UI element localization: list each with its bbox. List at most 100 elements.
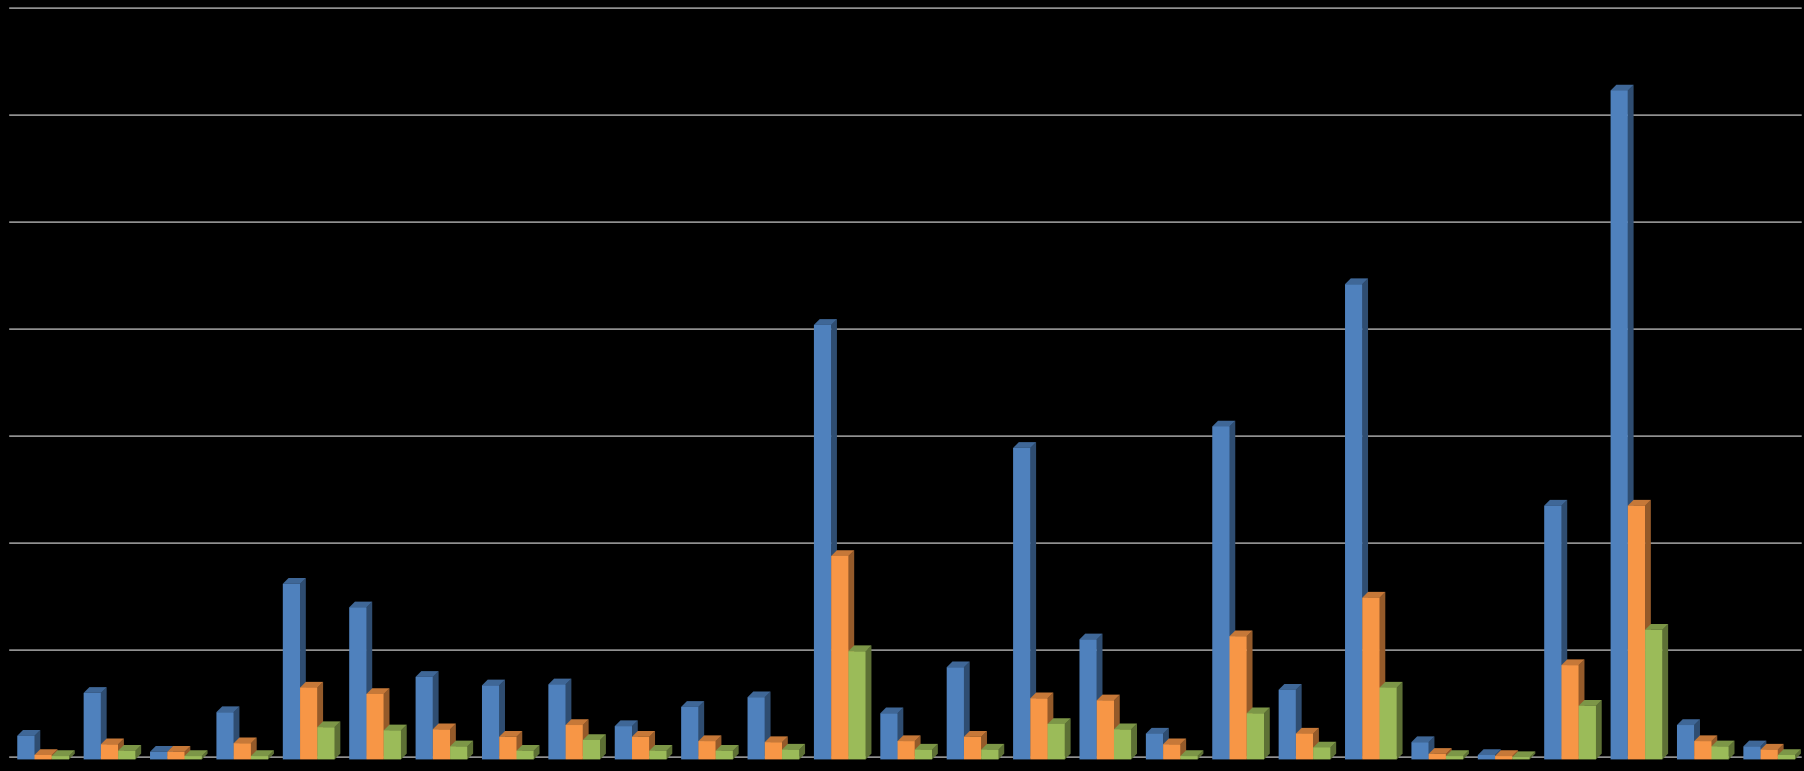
bar [649, 750, 667, 760]
bar-top [1743, 740, 1767, 747]
bar-top [1445, 750, 1469, 757]
bar [1578, 705, 1596, 760]
bar-top [813, 319, 837, 325]
bar-top [582, 734, 606, 740]
bar [698, 741, 716, 760]
bar-top [481, 679, 505, 686]
bar [1030, 698, 1048, 760]
bar-side [1396, 681, 1403, 760]
bar-top [1313, 741, 1337, 748]
bar [747, 697, 765, 760]
bar [1477, 754, 1496, 760]
bar-side [799, 743, 806, 760]
bar [914, 749, 933, 760]
bar [813, 324, 832, 760]
bar-side [1529, 751, 1536, 760]
bar [282, 583, 301, 760]
bar [366, 693, 384, 760]
bar-top [1246, 707, 1270, 714]
bar-top [1561, 659, 1585, 666]
bar-top [764, 736, 788, 743]
bar [1345, 284, 1363, 760]
bar-top [1379, 681, 1403, 688]
bar-side [1264, 707, 1270, 760]
bar-top [946, 661, 970, 668]
bar-top [1079, 633, 1103, 640]
bar [681, 706, 699, 760]
bar-top [1694, 735, 1718, 742]
bar [34, 754, 52, 760]
bar-top [1760, 743, 1784, 750]
bar [1760, 749, 1778, 760]
bar-top [317, 721, 341, 728]
bar [516, 750, 534, 760]
bar-top [1610, 84, 1634, 91]
bar [981, 749, 999, 760]
bar [1229, 636, 1247, 760]
bar-side [1197, 750, 1204, 760]
bar [1610, 90, 1628, 760]
bar-top [450, 740, 474, 747]
bar [1676, 725, 1695, 760]
bar [1428, 753, 1446, 760]
bar [17, 735, 35, 760]
bar-top [100, 738, 124, 745]
bar [432, 729, 451, 760]
bar-side [1330, 741, 1337, 760]
bar [946, 667, 964, 760]
bar-top [565, 719, 589, 726]
bar [1013, 447, 1031, 760]
bar [1163, 744, 1181, 760]
bar-top [1645, 624, 1669, 630]
bar-top [1495, 750, 1519, 757]
bar-top [300, 681, 324, 688]
bar [1711, 746, 1729, 760]
bar [250, 756, 269, 760]
bar [614, 726, 633, 760]
bar-top [681, 701, 705, 707]
bar-side [1131, 723, 1138, 760]
bar-top [649, 744, 673, 751]
bar-top [1180, 750, 1204, 757]
bar [1313, 747, 1331, 760]
bar-side [998, 743, 1005, 760]
bar [118, 750, 136, 760]
bar [450, 746, 468, 760]
bar [383, 730, 401, 760]
bar-top [1163, 738, 1187, 745]
bar [100, 744, 119, 760]
bar [715, 750, 733, 760]
bar [1180, 756, 1198, 760]
bar [1743, 746, 1761, 760]
bar-top [150, 746, 174, 752]
bar [831, 555, 849, 760]
bar [548, 684, 566, 760]
bar-top [51, 750, 75, 757]
bar-side [135, 744, 142, 760]
bar-top [831, 550, 855, 556]
bar-top [167, 746, 191, 752]
bar-top [848, 645, 872, 652]
bar [167, 751, 185, 760]
bar [632, 736, 650, 760]
bar-side [400, 724, 407, 760]
bar [1495, 756, 1513, 760]
bar [1246, 713, 1265, 760]
bar-top [1362, 591, 1386, 598]
bar-top [17, 729, 41, 736]
bar-side [600, 734, 606, 760]
bar-side [201, 750, 208, 760]
bar-top [250, 750, 274, 757]
bar-top [1627, 499, 1651, 506]
bar [481, 685, 500, 760]
bar-top [383, 724, 407, 731]
bar [1544, 505, 1562, 760]
bar-top [1578, 700, 1602, 706]
bar-side [1030, 442, 1037, 760]
bar [1411, 742, 1429, 760]
bar-top [184, 750, 208, 757]
bar-side [1463, 750, 1469, 760]
bar-side [533, 744, 540, 760]
bar-top [1295, 727, 1319, 734]
bar-top [216, 706, 240, 713]
